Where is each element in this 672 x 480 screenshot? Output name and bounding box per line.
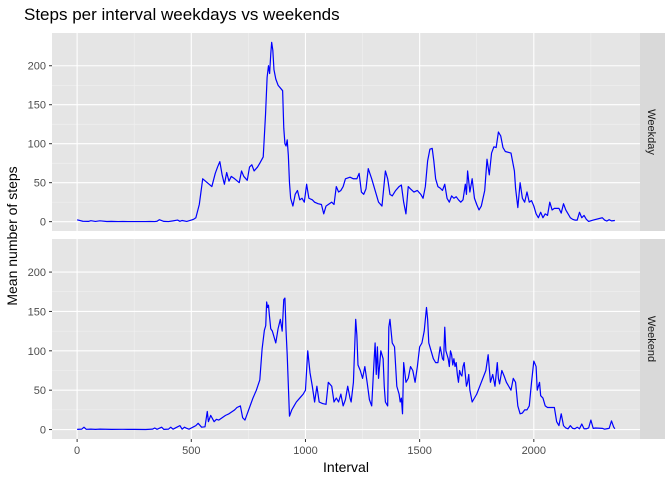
strip-weekday bbox=[640, 33, 665, 231]
chart-title: Steps per interval weekdays vs weekends bbox=[24, 5, 340, 24]
y-tick-label: 100 bbox=[28, 139, 46, 151]
y-tick-label: 0 bbox=[40, 217, 46, 229]
y-tick-label: 0 bbox=[40, 425, 46, 437]
y-tick-label: 150 bbox=[28, 306, 46, 318]
strip-label-weekday: Weekday bbox=[645, 109, 657, 155]
x-axis-title: Interval bbox=[323, 459, 369, 475]
y-tick-label: 200 bbox=[28, 267, 46, 279]
y-tick-label: 100 bbox=[28, 346, 46, 358]
x-tick-label: 0 bbox=[74, 445, 80, 457]
panel-weekend-background bbox=[52, 239, 640, 439]
y-tick-label: 50 bbox=[34, 178, 46, 190]
x-axis-ticks: 0 500 1000 1500 2000 bbox=[74, 439, 546, 457]
y-tick-label: 150 bbox=[28, 100, 46, 112]
strip-weekend bbox=[640, 239, 665, 439]
x-tick-label: 2000 bbox=[522, 445, 546, 457]
y-axis-title: Mean number of steps bbox=[4, 166, 20, 305]
strip-label-weekend: Weekend bbox=[645, 316, 657, 362]
y-tick-label: 200 bbox=[28, 61, 46, 73]
x-tick-label: 500 bbox=[182, 445, 200, 457]
series-line-weekend bbox=[77, 297, 616, 431]
panel-weekday-background bbox=[52, 33, 640, 231]
x-tick-label: 1500 bbox=[407, 445, 431, 457]
y-tick-label: 50 bbox=[34, 385, 46, 397]
y-axis-ticks: 0 50 100 150 200 0 50 100 150 200 bbox=[28, 61, 52, 437]
x-tick-label: 1000 bbox=[293, 445, 317, 457]
panel-weekend: Weekend bbox=[52, 239, 665, 439]
series-line-weekday bbox=[76, 41, 615, 223]
panel-weekday: Weekday bbox=[52, 33, 665, 231]
